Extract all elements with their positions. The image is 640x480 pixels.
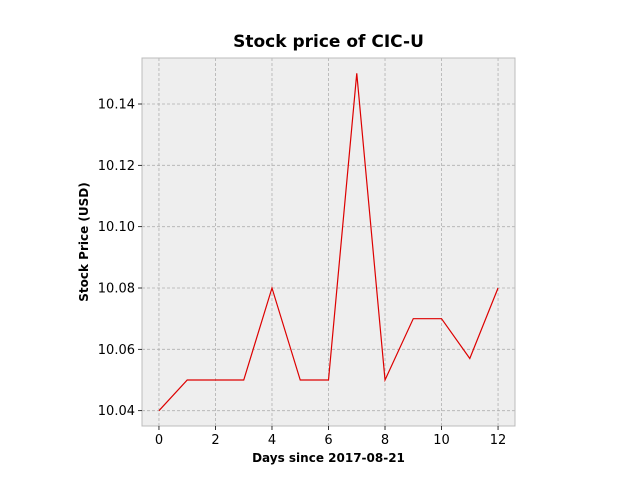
y-tick-label: 10.10 [98, 220, 135, 235]
x-tick-label: 12 [490, 433, 507, 448]
y-tick-label: 10.04 [98, 404, 135, 419]
x-axis-label: Days since 2017-08-21 [252, 451, 405, 465]
y-tick-label: 10.08 [98, 282, 135, 297]
x-tick-label: 0 [155, 433, 163, 448]
chart-title: Stock price of CIC-U [233, 32, 424, 52]
y-tick-label: 10.06 [98, 343, 135, 358]
x-tick-label: 6 [324, 433, 332, 448]
series-line [158, 73, 499, 412]
y-tick-label: 10.12 [98, 159, 135, 174]
y-tick-label: 10.14 [98, 98, 135, 113]
series-layer [158, 73, 499, 412]
axis-ticks: 0 2 4 6 8 10 12 10.04 10.06 10.08 10.10 10.12 10.14 [98, 98, 507, 449]
grid [142, 58, 515, 426]
x-tick-label: 4 [268, 433, 276, 448]
x-tick-label: 10 [433, 433, 450, 448]
x-tick-label: 8 [381, 433, 389, 448]
y-axis-label: Stock Price (USD) [77, 182, 91, 301]
x-tick-label: 2 [211, 433, 219, 448]
